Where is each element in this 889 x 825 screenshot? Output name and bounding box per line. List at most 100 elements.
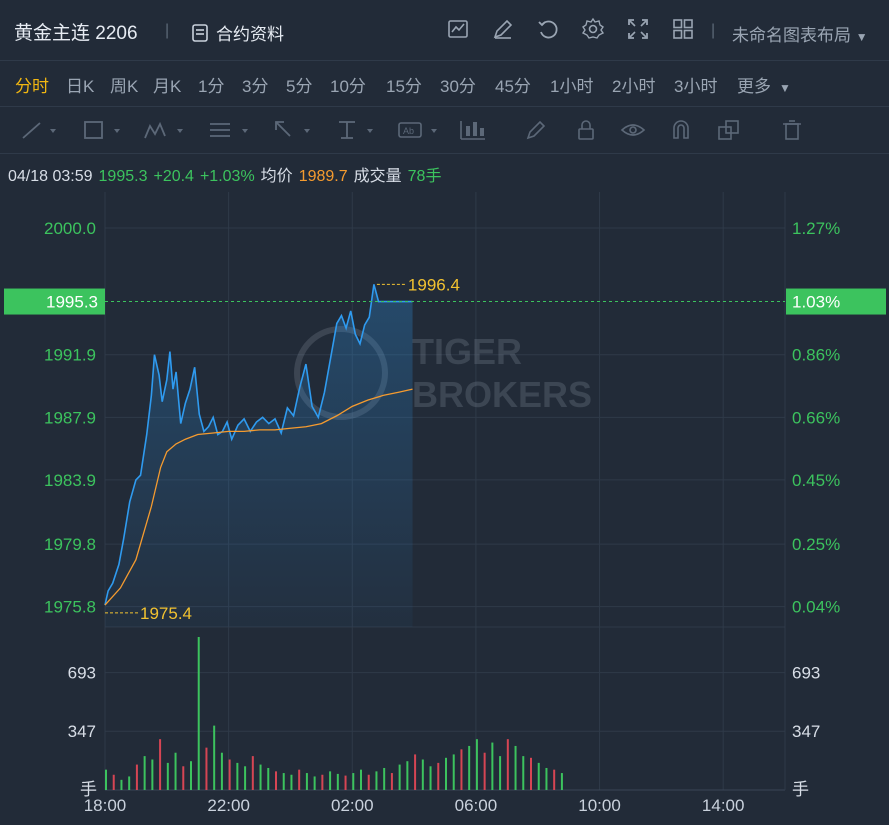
volume-unit-label: 手 xyxy=(80,780,97,799)
indicator-icon[interactable] xyxy=(446,17,470,41)
contract-info-button[interactable]: 合约资料 xyxy=(190,20,284,45)
volume-bar xyxy=(236,762,239,790)
volume-bar xyxy=(537,762,540,790)
eye-icon[interactable] xyxy=(620,118,646,142)
edit-icon[interactable] xyxy=(491,17,515,41)
volume-value: 78手 xyxy=(407,168,442,185)
rectangle-tool-icon[interactable] xyxy=(82,118,126,142)
price-tick-label: 1987.9 xyxy=(44,408,96,427)
volume-bar xyxy=(174,752,177,790)
volume-bar xyxy=(367,774,370,790)
volume-label: 成交量 xyxy=(353,168,402,185)
price-area xyxy=(105,284,413,627)
svg-text:Ab: Ab xyxy=(403,126,414,136)
volume-bar xyxy=(406,761,409,790)
volume-bar xyxy=(560,773,563,790)
contract-info-label: 合约资料 xyxy=(216,25,284,44)
period-tab[interactable]: 2小时 xyxy=(612,77,656,96)
volume-bar xyxy=(383,767,386,790)
fibonacci-tool-icon[interactable] xyxy=(208,118,254,142)
period-tab[interactable]: 周K xyxy=(110,77,139,96)
arrow-tool-icon[interactable] xyxy=(272,118,316,142)
watermark-line1: TIGER xyxy=(412,331,522,372)
period-tabs: 分时 日K 周K 月K 1分 3分 5分 10分 15分 30分 45分 1小时 2小时 3小时 更多 ▼ xyxy=(0,60,889,106)
volume-bar xyxy=(390,773,393,790)
time-tick-label: 02:00 xyxy=(331,796,374,815)
volume-bar xyxy=(321,774,324,790)
grid-layout-icon[interactable] xyxy=(671,17,695,41)
candle-tool-icon[interactable] xyxy=(459,118,489,142)
volume-bar xyxy=(298,769,301,790)
period-tab[interactable]: 日K xyxy=(66,77,95,96)
period-tab[interactable]: 月K xyxy=(153,77,182,96)
volume-bar xyxy=(530,757,532,790)
volume-bar xyxy=(344,775,347,790)
volume-bar xyxy=(282,773,285,790)
pct-tick-label: 0.66% xyxy=(792,408,840,427)
magnet-icon[interactable] xyxy=(669,118,693,142)
volume-bar xyxy=(259,764,262,790)
volume-bar xyxy=(205,747,208,790)
period-tab[interactable]: 3小时 xyxy=(674,77,718,96)
volume-bar xyxy=(190,761,192,790)
current-price-tag-label: 1995.3 xyxy=(46,293,98,312)
volume-bar xyxy=(128,776,131,790)
fullscreen-icon[interactable] xyxy=(626,17,650,41)
period-tab[interactable]: 分时 xyxy=(15,77,49,96)
volume-tick-label: 347 xyxy=(792,722,820,741)
volume-bar xyxy=(135,764,138,790)
period-tab[interactable]: 45分 xyxy=(495,77,531,96)
period-tab[interactable]: 1分 xyxy=(198,77,225,96)
lock-icon[interactable] xyxy=(574,118,598,142)
volume-bar xyxy=(421,759,424,790)
volume-bar xyxy=(336,773,339,790)
period-tab[interactable]: 10分 xyxy=(330,77,366,96)
volume-bar xyxy=(151,759,154,790)
trendline-tool-icon[interactable] xyxy=(20,118,60,142)
clone-icon[interactable] xyxy=(716,118,742,142)
volume-bar xyxy=(182,766,185,790)
period-tab[interactable]: 30分 xyxy=(440,77,476,96)
time-tick-label: 22:00 xyxy=(207,796,250,815)
price-tick-label: 1975.8 xyxy=(44,598,96,617)
layout-name: 未命名图表布局 xyxy=(732,26,851,45)
period-tab[interactable]: 更多 ▼ xyxy=(737,77,791,96)
average-line xyxy=(104,388,413,606)
volume-bar xyxy=(352,773,355,790)
price-tick-label: 1983.9 xyxy=(44,471,96,490)
period-tab[interactable]: 1小时 xyxy=(550,77,594,96)
volume-bar xyxy=(313,776,316,790)
volume-bar xyxy=(445,757,447,790)
volume-bar xyxy=(499,756,502,790)
volume-bar xyxy=(228,759,231,790)
instrument-title[interactable]: 黄金主连 2206 xyxy=(14,23,138,44)
current-pct-tag xyxy=(786,288,886,315)
trash-icon[interactable] xyxy=(780,118,804,142)
period-tab[interactable]: 3分 xyxy=(242,77,269,96)
pct-tick-label: 0.25% xyxy=(792,535,840,554)
volume-tick-label: 693 xyxy=(792,664,820,683)
current-pct-tag-label: 1.03% xyxy=(792,293,840,312)
volume-tick-label: 347 xyxy=(68,722,96,741)
volume-bar xyxy=(105,769,107,790)
refresh-icon[interactable] xyxy=(536,17,560,41)
layout-dropdown[interactable]: 未命名图表布局 ▼ xyxy=(732,21,868,46)
brush-icon[interactable] xyxy=(524,118,548,142)
volume-bars xyxy=(105,637,563,790)
text-tool-icon[interactable]: Ab xyxy=(397,118,441,142)
caret-down-icon: ▼ xyxy=(779,81,791,95)
period-tab[interactable]: 5分 xyxy=(286,77,313,96)
volume-bar xyxy=(514,745,517,790)
settings-icon[interactable] xyxy=(581,17,605,41)
volume-bar xyxy=(522,756,525,790)
volume-bar xyxy=(267,767,270,790)
volume-bar xyxy=(112,774,115,790)
drawing-toolbar: Ab xyxy=(0,106,889,154)
period-tab[interactable]: 15分 xyxy=(386,77,422,96)
price-tick-label: 1979.8 xyxy=(44,535,96,554)
price-range-tool-icon[interactable] xyxy=(335,118,379,142)
pct-tick-label: 0.45% xyxy=(792,471,840,490)
pattern-tool-icon[interactable] xyxy=(143,118,189,142)
